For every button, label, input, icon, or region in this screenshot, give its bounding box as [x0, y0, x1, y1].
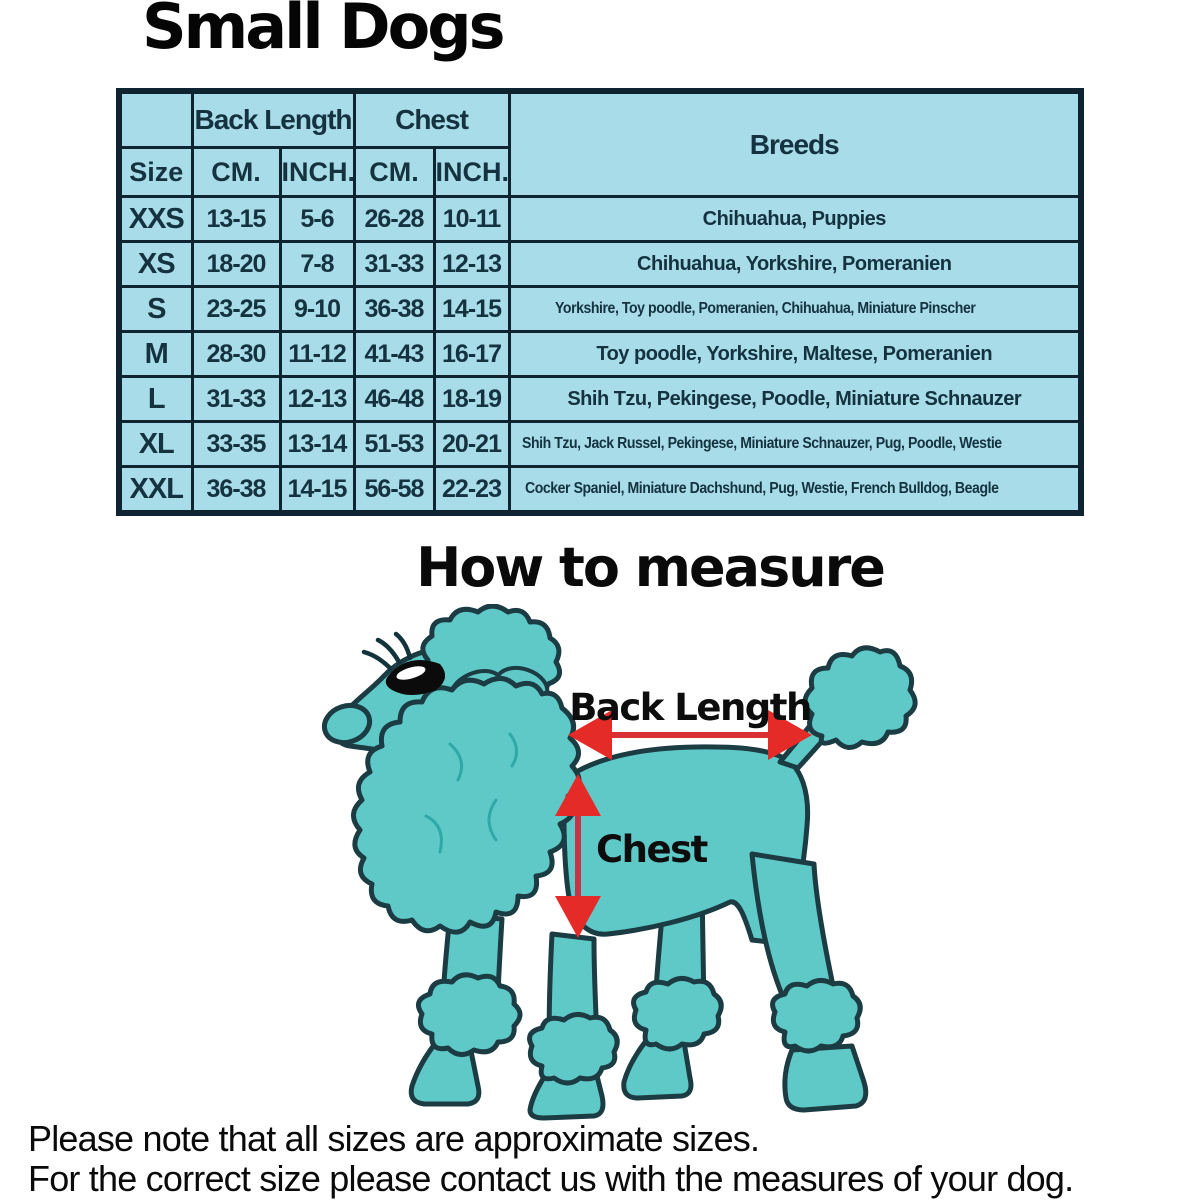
breeds-cell: Chihuahua, Puppies: [509, 197, 1081, 242]
back-length-arrow-label: Back Length: [569, 686, 811, 729]
back-length-cm-cell: 31-33: [192, 377, 280, 422]
back-length-cm-cell: 23-25: [192, 287, 280, 332]
size-cell: S: [119, 287, 192, 332]
breeds-cell: Shih Tzu, Pekingese, Poodle, Miniature S…: [509, 377, 1081, 422]
chest-inch-cell: 10-11: [434, 197, 509, 242]
back-length-cm-header: CM.: [192, 148, 280, 197]
breeds-cell: Chihuahua, Yorkshire, Pomeranien: [509, 242, 1081, 287]
back-length-inch-cell: 12-13: [280, 377, 354, 422]
chest-arrow-label: Chest: [596, 828, 708, 871]
table-row: S 23-25 9-10 36-38 14-15 Yorkshire, Toy …: [119, 287, 1081, 332]
page-title: Small Dogs: [142, 0, 503, 63]
back-length-inch-cell: 13-14: [280, 422, 354, 467]
size-cell: XXL: [119, 467, 192, 514]
size-cell: L: [119, 377, 192, 422]
back-length-inch-header: INCH.: [280, 148, 354, 197]
chest-inch-cell: 18-19: [434, 377, 509, 422]
poodle-illustration: Back Length Chest: [300, 604, 920, 1126]
chest-cm-cell: 51-53: [354, 422, 434, 467]
measure-diagram: Back Length Chest: [300, 604, 920, 1126]
chest-inch-header: INCH.: [434, 148, 509, 197]
breeds-header: Breeds: [509, 91, 1081, 197]
back-length-inch-cell: 9-10: [280, 287, 354, 332]
size-cell: XS: [119, 242, 192, 287]
breeds-text: Shih Tzu, Pekingese, Poodle, Miniature S…: [567, 388, 1021, 411]
back-length-cm-cell: 36-38: [192, 467, 280, 514]
size-cell: XXS: [119, 197, 192, 242]
chest-cm-cell: 46-48: [354, 377, 434, 422]
chest-inch-cell: 12-13: [434, 242, 509, 287]
breeds-text: Yorkshire, Toy poodle, Pomeranien, Chihu…: [555, 300, 975, 318]
approximate-sizes-note: Please note that all sizes are approxima…: [28, 1118, 759, 1160]
chest-cm-cell: 41-43: [354, 332, 434, 377]
empty-corner-cell: [119, 91, 192, 148]
table-row: XXS 13-15 5-6 26-28 10-11 Chihuahua, Pup…: [119, 197, 1081, 242]
tail-pom: [805, 648, 915, 748]
chest-cm-cell: 31-33: [354, 242, 434, 287]
back-length-inch-cell: 11-12: [280, 332, 354, 377]
breeds-cell: Yorkshire, Toy poodle, Pomeranien, Chihu…: [509, 287, 1081, 332]
breeds-cell: Shih Tzu, Jack Russel, Pekingese, Miniat…: [509, 422, 1081, 467]
chest-cm-cell: 26-28: [354, 197, 434, 242]
size-cell: M: [119, 332, 192, 377]
breeds-cell: Toy poodle, Yorkshire, Maltese, Pomerani…: [509, 332, 1081, 377]
back-length-cm-cell: 33-35: [192, 422, 280, 467]
chest-cm-cell: 56-58: [354, 467, 434, 514]
chest-cm-header: CM.: [354, 148, 434, 197]
back-length-inch-cell: 7-8: [280, 242, 354, 287]
table-row: XS 18-20 7-8 31-33 12-13 Chihuahua, York…: [119, 242, 1081, 287]
breeds-text: Shih Tzu, Jack Russel, Pekingese, Miniat…: [522, 435, 1002, 453]
contact-us-note: For the correct size please contact us w…: [28, 1158, 1073, 1200]
back-length-cm-cell: 18-20: [192, 242, 280, 287]
breeds-text: Chihuahua, Puppies: [703, 208, 886, 231]
chest-group-header: Chest: [354, 91, 509, 148]
breeds-text: Cocker Spaniel, Miniature Dachshund, Pug…: [525, 480, 998, 498]
breeds-text: Toy poodle, Yorkshire, Maltese, Pomerani…: [596, 343, 992, 366]
rear-near-leg-pom: [773, 980, 861, 1051]
breeds-text: Chihuahua, Yorkshire, Pomeranien: [637, 253, 951, 276]
chest-inch-cell: 22-23: [434, 467, 509, 514]
table-row: XXL 36-38 14-15 56-58 22-23 Cocker Spani…: [119, 467, 1081, 514]
back-length-inch-cell: 5-6: [280, 197, 354, 242]
chest-inch-cell: 14-15: [434, 287, 509, 332]
breeds-cell: Cocker Spaniel, Miniature Dachshund, Pug…: [509, 467, 1081, 514]
chest-cm-cell: 36-38: [354, 287, 434, 332]
rear-near-foot: [785, 1046, 866, 1110]
size-cell: XL: [119, 422, 192, 467]
table-row: M 28-30 11-12 41-43 16-17 Toy poodle, Yo…: [119, 332, 1081, 377]
size-chart-page: Small Dogs Back Length Chest Breeds Size…: [0, 0, 1200, 1200]
size-table: Back Length Chest Breeds Size CM. INCH. …: [116, 88, 1084, 516]
table-row: L 31-33 12-13 46-48 18-19 Shih Tzu, Peki…: [119, 377, 1081, 422]
back-length-inch-cell: 14-15: [280, 467, 354, 514]
back-length-cm-cell: 28-30: [192, 332, 280, 377]
rear-far-leg-pom: [634, 978, 722, 1049]
chest-inch-cell: 16-17: [434, 332, 509, 377]
chest-inch-cell: 20-21: [434, 422, 509, 467]
front-far-leg-pom: [418, 975, 520, 1055]
size-header: Size: [119, 148, 192, 197]
how-to-measure-heading: How to measure: [300, 536, 1000, 599]
back-length-group-header: Back Length: [192, 91, 354, 148]
eyelash: [396, 634, 410, 658]
eyelash: [364, 652, 390, 668]
table-row: XL 33-35 13-14 51-53 20-21 Shih Tzu, Jac…: [119, 422, 1081, 467]
front-near-leg-pom: [530, 1014, 618, 1083]
back-length-cm-cell: 13-15: [192, 197, 280, 242]
